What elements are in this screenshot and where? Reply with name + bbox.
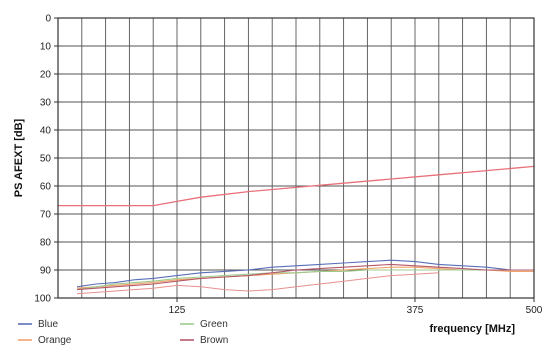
legend-label-green: Green — [200, 319, 228, 330]
y-tick-label: 50 — [40, 154, 52, 165]
y-tick-labels: 0 10 20 30 40 50 60 70 80 90 100 — [34, 14, 58, 305]
y-tick-label: 90 — [40, 266, 52, 277]
x-tick-labels: 125 375 500 — [169, 298, 543, 316]
y-tick-label: 0 — [45, 14, 51, 25]
y-tick-label: 40 — [40, 126, 52, 137]
x-axis-title: frequency [MHz] — [429, 323, 515, 335]
series-line-green — [76, 269, 534, 291]
y-axis-title: PS AFEXT [dB] — [13, 118, 25, 197]
y-tick-label: 30 — [40, 98, 52, 109]
x-tick-label: 125 — [169, 305, 186, 316]
aux-series-line — [76, 272, 439, 295]
y-tick-label: 70 — [40, 210, 52, 221]
y-tick-label: 20 — [40, 70, 52, 81]
limit-line — [58, 165, 535, 207]
legend: Blue Orange Green Brown — [18, 319, 228, 346]
legend-label-blue: Blue — [38, 319, 58, 330]
x-tick-label: 375 — [407, 305, 424, 316]
legend-label-orange: Orange — [38, 335, 72, 346]
series-lines — [58, 165, 535, 295]
y-tick-label: 60 — [40, 182, 52, 193]
y-tick-label: 100 — [34, 294, 51, 305]
y-tick-label: 80 — [40, 238, 52, 249]
x-tick-label: 500 — [526, 305, 543, 316]
grid — [58, 18, 534, 298]
y-tick-label: 10 — [40, 42, 52, 53]
legend-label-brown: Brown — [200, 335, 228, 346]
series-line-blue — [76, 259, 534, 288]
series-line-brown — [76, 263, 534, 291]
